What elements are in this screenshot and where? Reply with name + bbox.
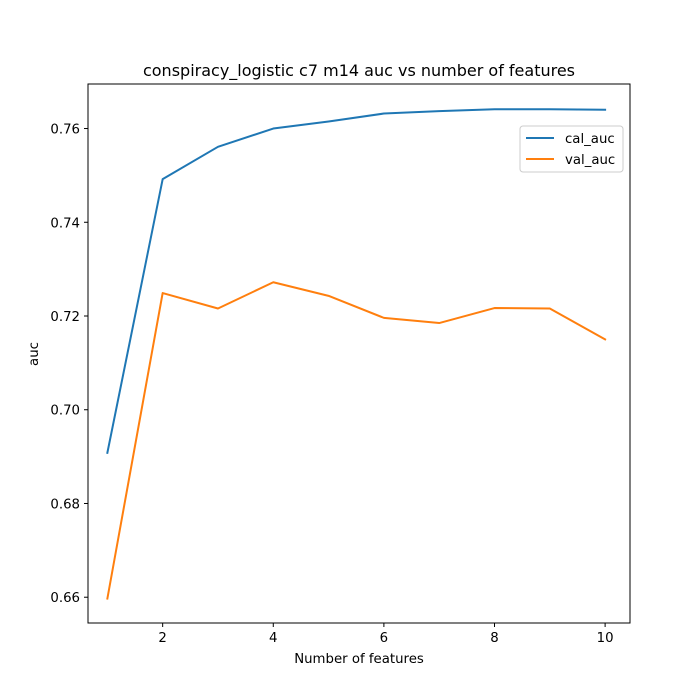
series-lines: [106, 108, 607, 600]
x-tick-label: 2: [158, 631, 166, 646]
x-tick-label: 10: [597, 631, 614, 646]
legend-label-cal-auc: cal_auc: [565, 132, 615, 147]
plot-area: 2 4 6 8 10 0.66 0.68 0.70 0.72 0.74 0.76: [50, 83, 631, 646]
x-tick-label: 4: [269, 631, 277, 646]
y-axis-ticks: 0.66 0.68 0.70 0.72 0.74 0.76: [50, 123, 88, 606]
series-line-cal-auc: [106, 108, 607, 455]
y-tick-label: 0.66: [50, 591, 80, 606]
y-tick-label: 0.76: [50, 123, 80, 138]
y-axis-title: auc: [27, 342, 42, 366]
y-tick-label: 0.72: [50, 310, 80, 325]
x-axis-ticks: 2 4 6 8 10: [158, 623, 614, 646]
series-line-val-auc: [106, 281, 607, 600]
y-tick-label: 0.68: [50, 497, 80, 512]
x-tick-label: 6: [380, 631, 388, 646]
x-tick-label: 8: [490, 631, 498, 646]
x-axis-title: Number of features: [294, 652, 424, 667]
legend-label-val-auc: val_auc: [565, 153, 615, 168]
legend: cal_auc val_auc: [519, 125, 624, 173]
chart-title: conspiracy_logistic c7 m14 auc vs number…: [143, 61, 575, 81]
y-tick-label: 0.70: [50, 404, 80, 419]
y-tick-label: 0.74: [50, 216, 80, 231]
axes-frame: [87, 83, 631, 624]
